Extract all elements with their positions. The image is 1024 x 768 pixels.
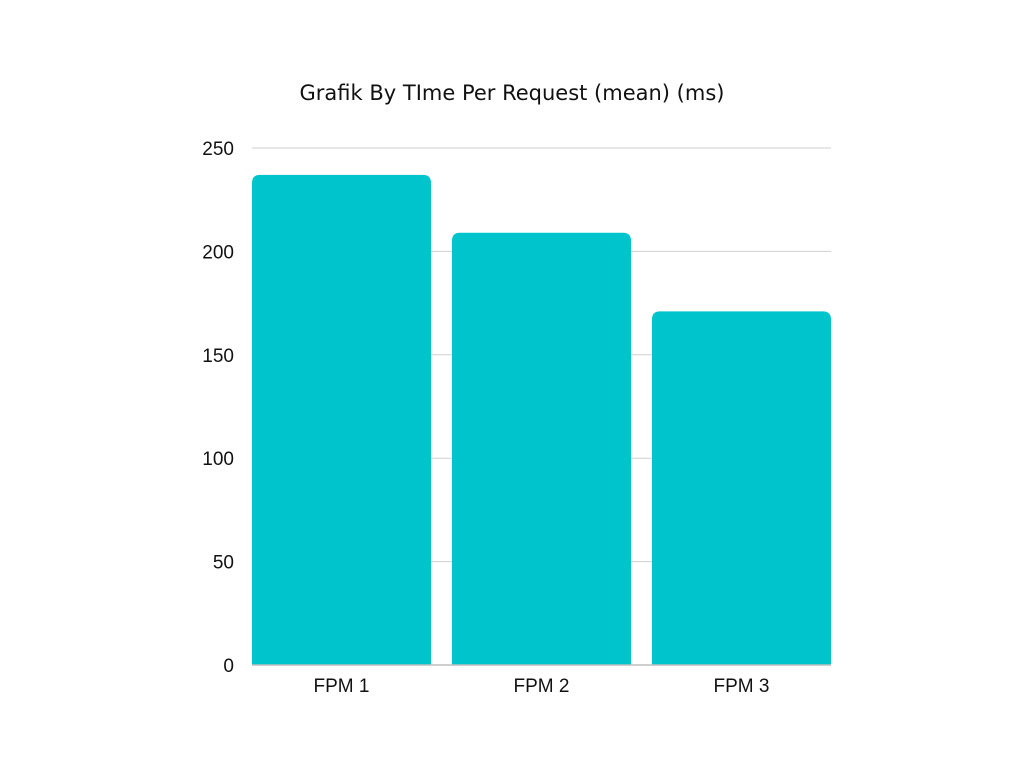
x-axis-labels: FPM 1 FPM 2 FPM 3	[314, 676, 770, 697]
y-axis-ticks: 0 50 100 150 200 250	[202, 139, 234, 677]
x-category-label: FPM 2	[514, 676, 570, 697]
bar-fpm-1	[252, 174, 431, 665]
x-category-label: FPM 1	[314, 676, 370, 697]
bar-fpm-3	[652, 311, 831, 665]
y-tick-label: 250	[202, 139, 234, 160]
chart-title: Grafik By TIme Per Request (mean) (ms)	[300, 81, 725, 105]
x-category-label: FPM 3	[714, 676, 770, 697]
bar-fpm-2	[452, 232, 631, 665]
y-tick-label: 50	[213, 553, 234, 574]
y-tick-label: 0	[223, 656, 234, 677]
y-tick-label: 100	[202, 449, 234, 470]
bars	[252, 174, 831, 665]
y-tick-label: 150	[202, 346, 234, 367]
y-tick-label: 200	[202, 242, 234, 263]
